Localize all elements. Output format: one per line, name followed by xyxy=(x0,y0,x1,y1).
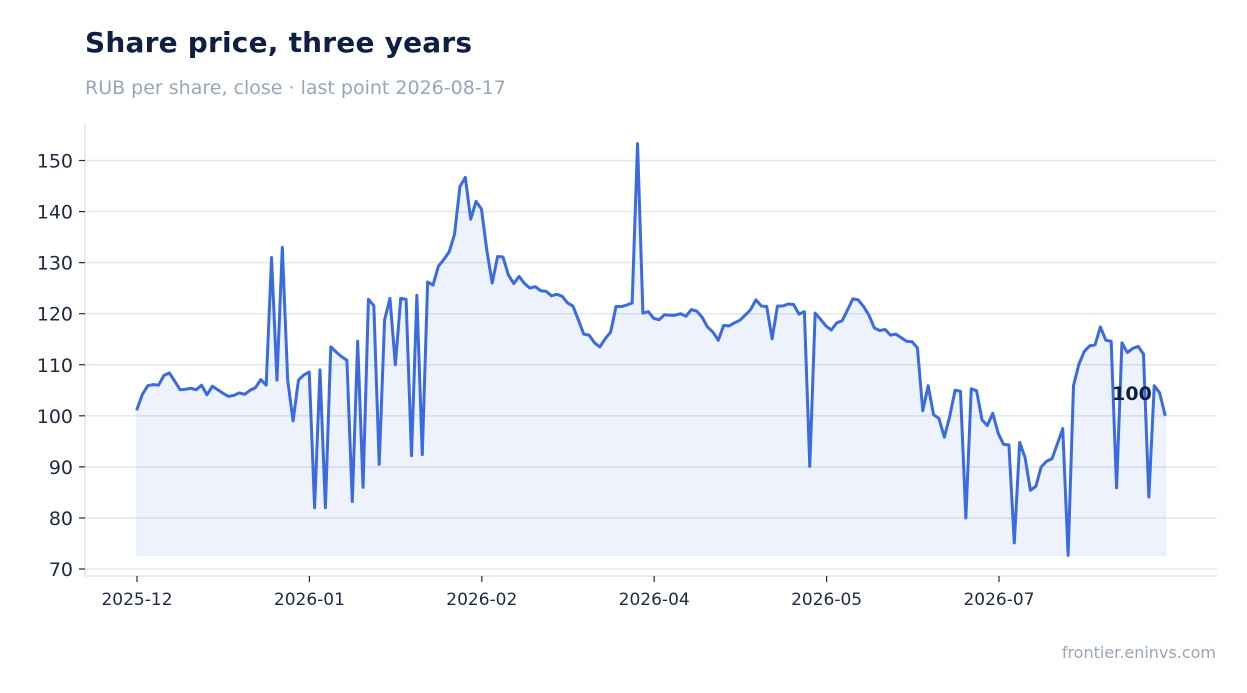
x-tick-label: 2026-02 xyxy=(446,590,517,610)
x-tick-label: 2026-04 xyxy=(619,590,690,610)
y-tick-label: 130 xyxy=(37,253,73,275)
last-value-label: 100 xyxy=(1112,383,1152,405)
price-line xyxy=(135,142,1167,557)
x-tick-label: 2026-05 xyxy=(791,590,862,610)
x-tick-label: 2026-07 xyxy=(963,590,1034,610)
y-tick-label: 110 xyxy=(37,355,73,377)
x-tick-label: 2025-12 xyxy=(101,590,172,610)
chart-title: Share price, three years xyxy=(85,26,473,59)
y-tick-label: 100 xyxy=(37,406,73,428)
y-tick-label: 140 xyxy=(37,202,73,224)
chart-subtitle: RUB per share, close · last point 2026-0… xyxy=(85,77,506,99)
y-tick-label: 80 xyxy=(49,508,73,530)
y-tick-label: 90 xyxy=(49,457,73,479)
source-credit: frontier.eninvs.com xyxy=(1061,643,1216,662)
x-tick-labels: 2025-12 2026-01 2026-02 2026-04 2026-05 2026-… xyxy=(101,576,1035,610)
y-tick-label: 150 xyxy=(37,151,73,173)
x-tick-label: 2026-01 xyxy=(274,590,345,610)
axes xyxy=(84,123,1217,577)
y-tick-label: 120 xyxy=(37,304,73,326)
y-tick-label: 70 xyxy=(49,559,73,581)
y-tick-labels: 70 80 90 100 110 120 130 140 150 xyxy=(37,151,85,581)
